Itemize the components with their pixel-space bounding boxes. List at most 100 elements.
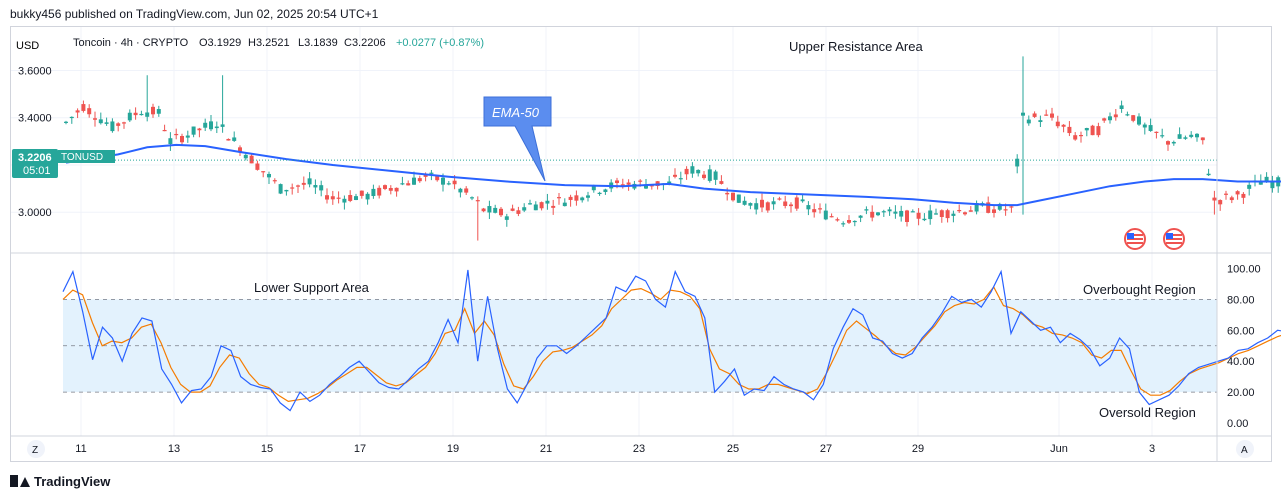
candle-body (238, 147, 242, 153)
candle-body (1148, 125, 1153, 131)
candle-body (1119, 105, 1124, 109)
candle-body (1247, 184, 1252, 189)
candle-body (684, 168, 689, 175)
chart-frame[interactable] (10, 26, 1272, 462)
candle-body (615, 180, 619, 184)
time-tick-label: 27 (820, 443, 832, 455)
price-tick-label: 3.4000 (18, 113, 52, 125)
candle-body (574, 195, 579, 201)
currency-label[interactable]: USD (16, 40, 39, 52)
candle-body (127, 112, 132, 121)
candle-body (1154, 131, 1159, 133)
candle-body (1015, 158, 1020, 167)
candle-body (87, 108, 92, 115)
candle-body (278, 184, 283, 194)
tradingview-logo-icon (10, 475, 30, 487)
candle-body (893, 211, 898, 214)
candle-body (330, 196, 335, 200)
candle-body (267, 173, 271, 178)
price-tick-label: 3.0000 (18, 207, 52, 219)
candle-body (1026, 119, 1031, 124)
candle-body (800, 199, 805, 202)
candle-body (707, 169, 712, 181)
candle-body (348, 194, 353, 201)
candle-body (481, 208, 486, 212)
candle-body (470, 197, 474, 199)
candle-body (139, 113, 144, 116)
candle-body (261, 171, 266, 173)
ticker-label: TONUSD (61, 152, 103, 163)
candle-body (272, 180, 277, 182)
candle-body (1189, 134, 1194, 137)
auto-scale-button[interactable]: A (1236, 440, 1254, 458)
symbol-legend[interactable]: Toncoin · 4h · CRYPTO O3.1929 H3.2521 L3… (73, 37, 484, 49)
candle-body (1218, 200, 1223, 205)
candle-body (185, 135, 190, 138)
candle-body (203, 122, 208, 128)
candle-body (1224, 193, 1228, 195)
candle-body (777, 198, 782, 200)
candle-body (1206, 173, 1211, 176)
candle-body (690, 166, 695, 174)
time-tick-label: 19 (447, 443, 459, 455)
candle-body (1102, 118, 1107, 121)
candle-body (899, 210, 904, 217)
candle-body (1131, 115, 1136, 121)
candle-body (1079, 134, 1083, 137)
us-flag-icon[interactable] (1124, 228, 1146, 250)
footer[interactable]: TradingView (10, 472, 110, 490)
candle-body (771, 201, 776, 205)
candle-body (1166, 141, 1170, 145)
corner-left-label: Z (32, 445, 38, 456)
candle-body (1009, 206, 1014, 208)
candle-body (678, 178, 683, 180)
candle-body (435, 175, 440, 181)
candle-body (1171, 141, 1176, 144)
candle-body (499, 208, 503, 216)
upper-resistance-label: Upper Resistance Area (789, 39, 923, 54)
candle-body (945, 210, 950, 219)
candle-body (1235, 191, 1240, 195)
candle-body (754, 203, 759, 210)
candle-body (122, 122, 126, 124)
publisher-line: bukky456 published on TradingView.com, J… (10, 7, 379, 21)
candle-body (789, 204, 793, 207)
candle-body (1090, 125, 1095, 136)
candle-body (870, 211, 875, 218)
log-scale-button[interactable]: Z (27, 440, 45, 458)
candle-body (1241, 193, 1246, 198)
candle-body (1050, 113, 1054, 118)
candle-body (75, 110, 80, 113)
candle-body (359, 190, 364, 196)
time-tick-label: 25 (727, 443, 739, 455)
candle-body (98, 119, 103, 124)
candle-body (742, 200, 747, 205)
candle-body (1142, 124, 1147, 128)
candle-body (673, 174, 677, 177)
time-axis[interactable]: 11 13 15 17 19 21 23 25 27 29 Jun 3 (75, 443, 1155, 455)
candle-body (644, 184, 648, 189)
us-flag-icon[interactable] (1163, 228, 1185, 250)
candle-body (336, 197, 341, 199)
candle-body (1195, 133, 1199, 138)
candle-body (968, 210, 973, 212)
candle-body (528, 203, 532, 205)
candle-body (1055, 121, 1060, 127)
candle-body (174, 133, 179, 136)
time-tick-label: 29 (912, 443, 924, 455)
candle-body (365, 193, 370, 200)
symbol-title: Toncoin · 4h · CRYPTO (73, 37, 189, 49)
ohlc-open: O3.1929 (199, 37, 241, 49)
candle-body (400, 183, 405, 185)
overbought-label: Overbought Region (1083, 282, 1196, 297)
rsi-axis[interactable]: 100.00 80.00 60.00 40.00 20.00 0.00 (1227, 264, 1261, 431)
candle-body (719, 181, 724, 184)
candle-body (1084, 127, 1089, 131)
candle-body (104, 122, 109, 124)
rsi-line (62, 269, 1281, 412)
candle-body (406, 183, 411, 186)
candle-body (81, 104, 86, 111)
candle-body (290, 187, 295, 189)
